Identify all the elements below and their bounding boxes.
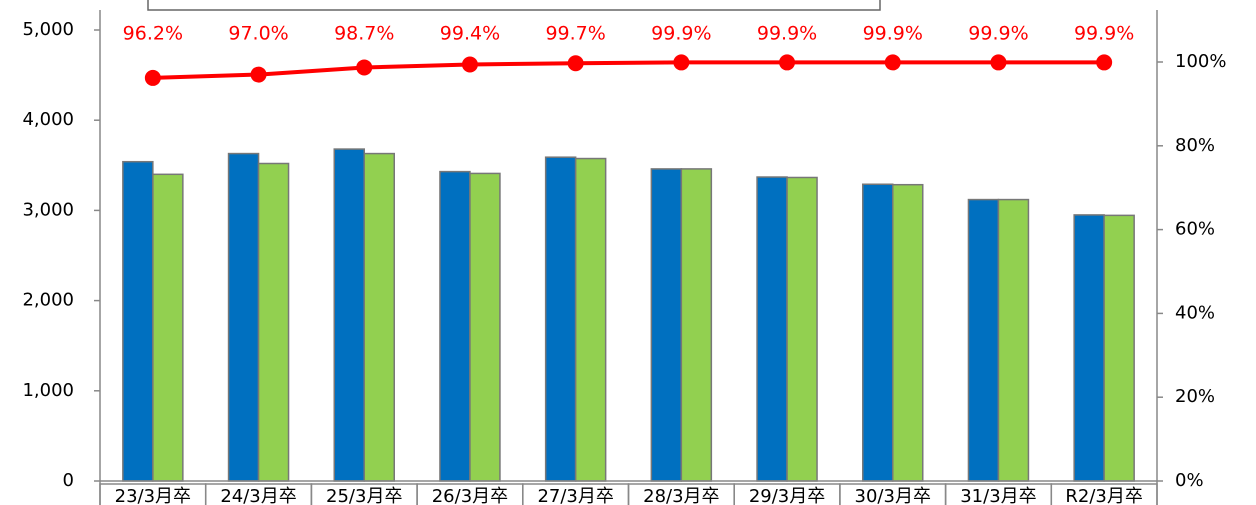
x-tick-label: R2/3月卒 — [1065, 486, 1142, 505]
bar — [152, 173, 184, 482]
x-tick-label: 23/3月卒 — [115, 486, 191, 505]
x-tick-label: 28/3月卒 — [643, 486, 719, 505]
bar — [756, 176, 788, 482]
y2-tick-label: 100% — [1175, 51, 1226, 72]
bar — [227, 152, 260, 482]
data-label: 97.0% — [228, 23, 288, 45]
bar — [967, 198, 1000, 482]
x-tick-label: 27/3月卒 — [537, 486, 613, 505]
line-marker — [1096, 54, 1113, 71]
line-marker — [779, 54, 796, 71]
x-tick-label: 31/3月卒 — [960, 486, 1036, 505]
y-tick-label: 0 — [63, 470, 74, 491]
line-marker — [567, 55, 584, 72]
data-label: 99.9% — [863, 23, 923, 45]
bar — [997, 198, 1030, 482]
x-tick-label: 29/3月卒 — [749, 486, 825, 505]
y2-tick-label: 60% — [1175, 219, 1215, 240]
line-marker — [356, 59, 373, 76]
y-tick-label: 5,000 — [22, 19, 74, 40]
y-tick-label: 3,000 — [22, 199, 74, 220]
data-label: 99.9% — [757, 23, 817, 45]
x-tick-label: 25/3月卒 — [326, 486, 402, 505]
y-tick-label: 4,000 — [22, 109, 74, 130]
bar — [469, 172, 501, 482]
y-tick-label: 2,000 — [22, 290, 74, 311]
bar — [574, 157, 607, 482]
y2-tick-label: 20% — [1175, 386, 1215, 407]
bar — [257, 162, 290, 482]
bar — [122, 160, 154, 482]
y2-tick-label: 0% — [1175, 470, 1204, 491]
x-tick-label: 24/3月卒 — [220, 486, 296, 505]
line — [152, 60, 1105, 80]
bar — [1073, 214, 1105, 482]
line-marker — [990, 54, 1007, 71]
category-cell — [1050, 483, 1158, 505]
y2-tick-label: 80% — [1175, 135, 1215, 156]
data-label: 96.2% — [123, 23, 183, 45]
line-marker — [144, 69, 161, 86]
bar — [892, 183, 924, 482]
bar — [862, 183, 894, 482]
data-label: 99.7% — [545, 23, 605, 45]
bar — [439, 170, 471, 482]
bar — [363, 152, 395, 482]
data-label: 99.4% — [440, 23, 500, 45]
line-marker — [673, 54, 690, 71]
bar — [650, 168, 683, 482]
line-marker — [884, 54, 901, 71]
y2-tick-label: 40% — [1175, 302, 1215, 323]
data-label: 99.9% — [968, 23, 1028, 45]
legend-box — [147, 0, 881, 11]
bar — [786, 176, 818, 482]
data-label: 98.7% — [334, 23, 394, 45]
y-tick-label: 1,000 — [22, 380, 74, 401]
line-marker — [250, 66, 267, 83]
x-tick-label: 30/3月卒 — [855, 486, 931, 505]
bar — [544, 156, 577, 482]
bar — [680, 168, 713, 482]
line-marker — [461, 56, 478, 73]
data-label: 99.9% — [1074, 23, 1134, 45]
bar — [1103, 214, 1135, 482]
x-tick-label: 26/3月卒 — [432, 486, 508, 505]
bar — [333, 148, 365, 482]
data-label: 99.9% — [651, 23, 711, 45]
